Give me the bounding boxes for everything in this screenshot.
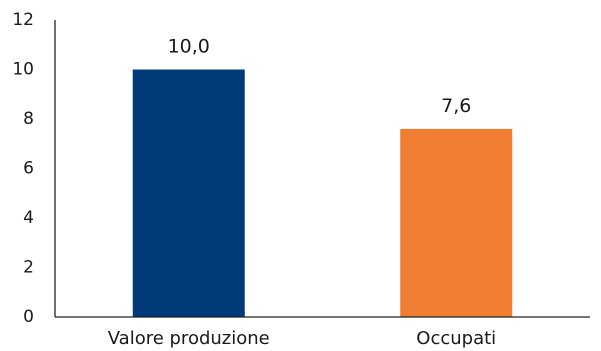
y-tick-label: 0 <box>23 307 34 327</box>
category-label-0: Valore produzione <box>108 328 270 349</box>
bar-0 <box>132 69 245 317</box>
category-label-1: Occupati <box>416 328 496 349</box>
bar-1 <box>400 128 513 317</box>
data-label-1: 7,6 <box>441 95 471 117</box>
bars <box>132 69 513 317</box>
y-tick-label: 6 <box>23 159 34 179</box>
y-tick-label: 8 <box>23 109 34 129</box>
data-labels: 10,0 7,6 <box>168 36 472 117</box>
y-tick-label: 12 <box>12 10 34 30</box>
x-axis-category-labels: Valore produzione Occupati <box>108 328 496 349</box>
data-label-0: 10,0 <box>168 36 210 58</box>
y-tick-label: 10 <box>12 60 34 80</box>
y-axis-ticks: 0 2 4 6 8 10 12 <box>12 10 34 327</box>
y-tick-label: 4 <box>23 208 34 228</box>
y-tick-label: 2 <box>23 258 34 278</box>
